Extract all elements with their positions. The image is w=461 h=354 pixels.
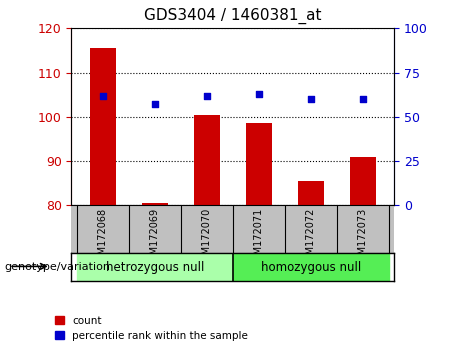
Bar (246, 124, 272, 205)
Point (99, 93, 106, 98)
Text: GSM172071: GSM172071 (254, 208, 264, 267)
Text: GSM172073: GSM172073 (358, 208, 368, 267)
Point (255, 91, 262, 97)
Bar (142, 203, 168, 205)
Bar (298, 181, 324, 205)
Point (203, 93, 211, 98)
Text: GSM172070: GSM172070 (202, 208, 212, 267)
Text: homozygous null: homozygous null (261, 261, 361, 274)
Text: GSM172072: GSM172072 (306, 208, 316, 267)
Text: GSM172068: GSM172068 (98, 208, 108, 267)
Bar (350, 156, 376, 205)
Point (307, 96, 314, 102)
Text: hetrozygous null: hetrozygous null (106, 261, 204, 274)
Bar (233, 253, 389, 281)
Point (359, 96, 366, 102)
Text: GSM172069: GSM172069 (150, 208, 160, 267)
Point (151, 102, 159, 107)
Bar (90, 48, 116, 205)
Bar (194, 115, 220, 205)
Title: GDS3404 / 1460381_at: GDS3404 / 1460381_at (144, 8, 322, 24)
Bar (77, 253, 233, 281)
Text: genotype/variation: genotype/variation (5, 262, 111, 272)
Legend: count, percentile rank within the sample: count, percentile rank within the sample (51, 312, 252, 345)
